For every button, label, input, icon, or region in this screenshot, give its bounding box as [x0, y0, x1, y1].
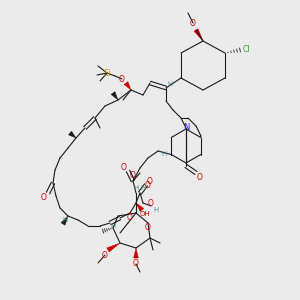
Text: H: H	[167, 81, 172, 87]
Text: O: O	[190, 19, 196, 28]
Text: OH: OH	[140, 211, 150, 217]
Text: H: H	[161, 151, 166, 157]
Text: H: H	[134, 185, 139, 191]
Polygon shape	[134, 248, 138, 258]
Text: O: O	[197, 172, 203, 182]
Text: O: O	[145, 181, 151, 190]
Text: H: H	[153, 207, 159, 213]
Text: Si: Si	[103, 68, 111, 77]
Text: Cl: Cl	[242, 44, 250, 53]
Text: O: O	[145, 224, 151, 232]
Text: H: H	[110, 223, 116, 229]
Polygon shape	[194, 29, 203, 41]
Text: O: O	[130, 172, 136, 181]
Text: O: O	[121, 163, 127, 172]
Polygon shape	[124, 82, 131, 90]
Text: O: O	[147, 176, 153, 185]
Polygon shape	[111, 92, 118, 100]
Polygon shape	[61, 216, 68, 225]
Text: O: O	[127, 214, 133, 223]
Polygon shape	[136, 203, 144, 212]
Polygon shape	[107, 243, 120, 252]
Text: O: O	[148, 199, 154, 208]
Text: O: O	[119, 74, 125, 83]
Polygon shape	[68, 131, 76, 138]
Text: O: O	[41, 194, 47, 202]
Text: H: H	[140, 185, 146, 191]
Text: O: O	[102, 250, 108, 260]
Text: N: N	[183, 123, 189, 132]
Text: H: H	[62, 217, 68, 223]
Text: O: O	[133, 260, 139, 268]
